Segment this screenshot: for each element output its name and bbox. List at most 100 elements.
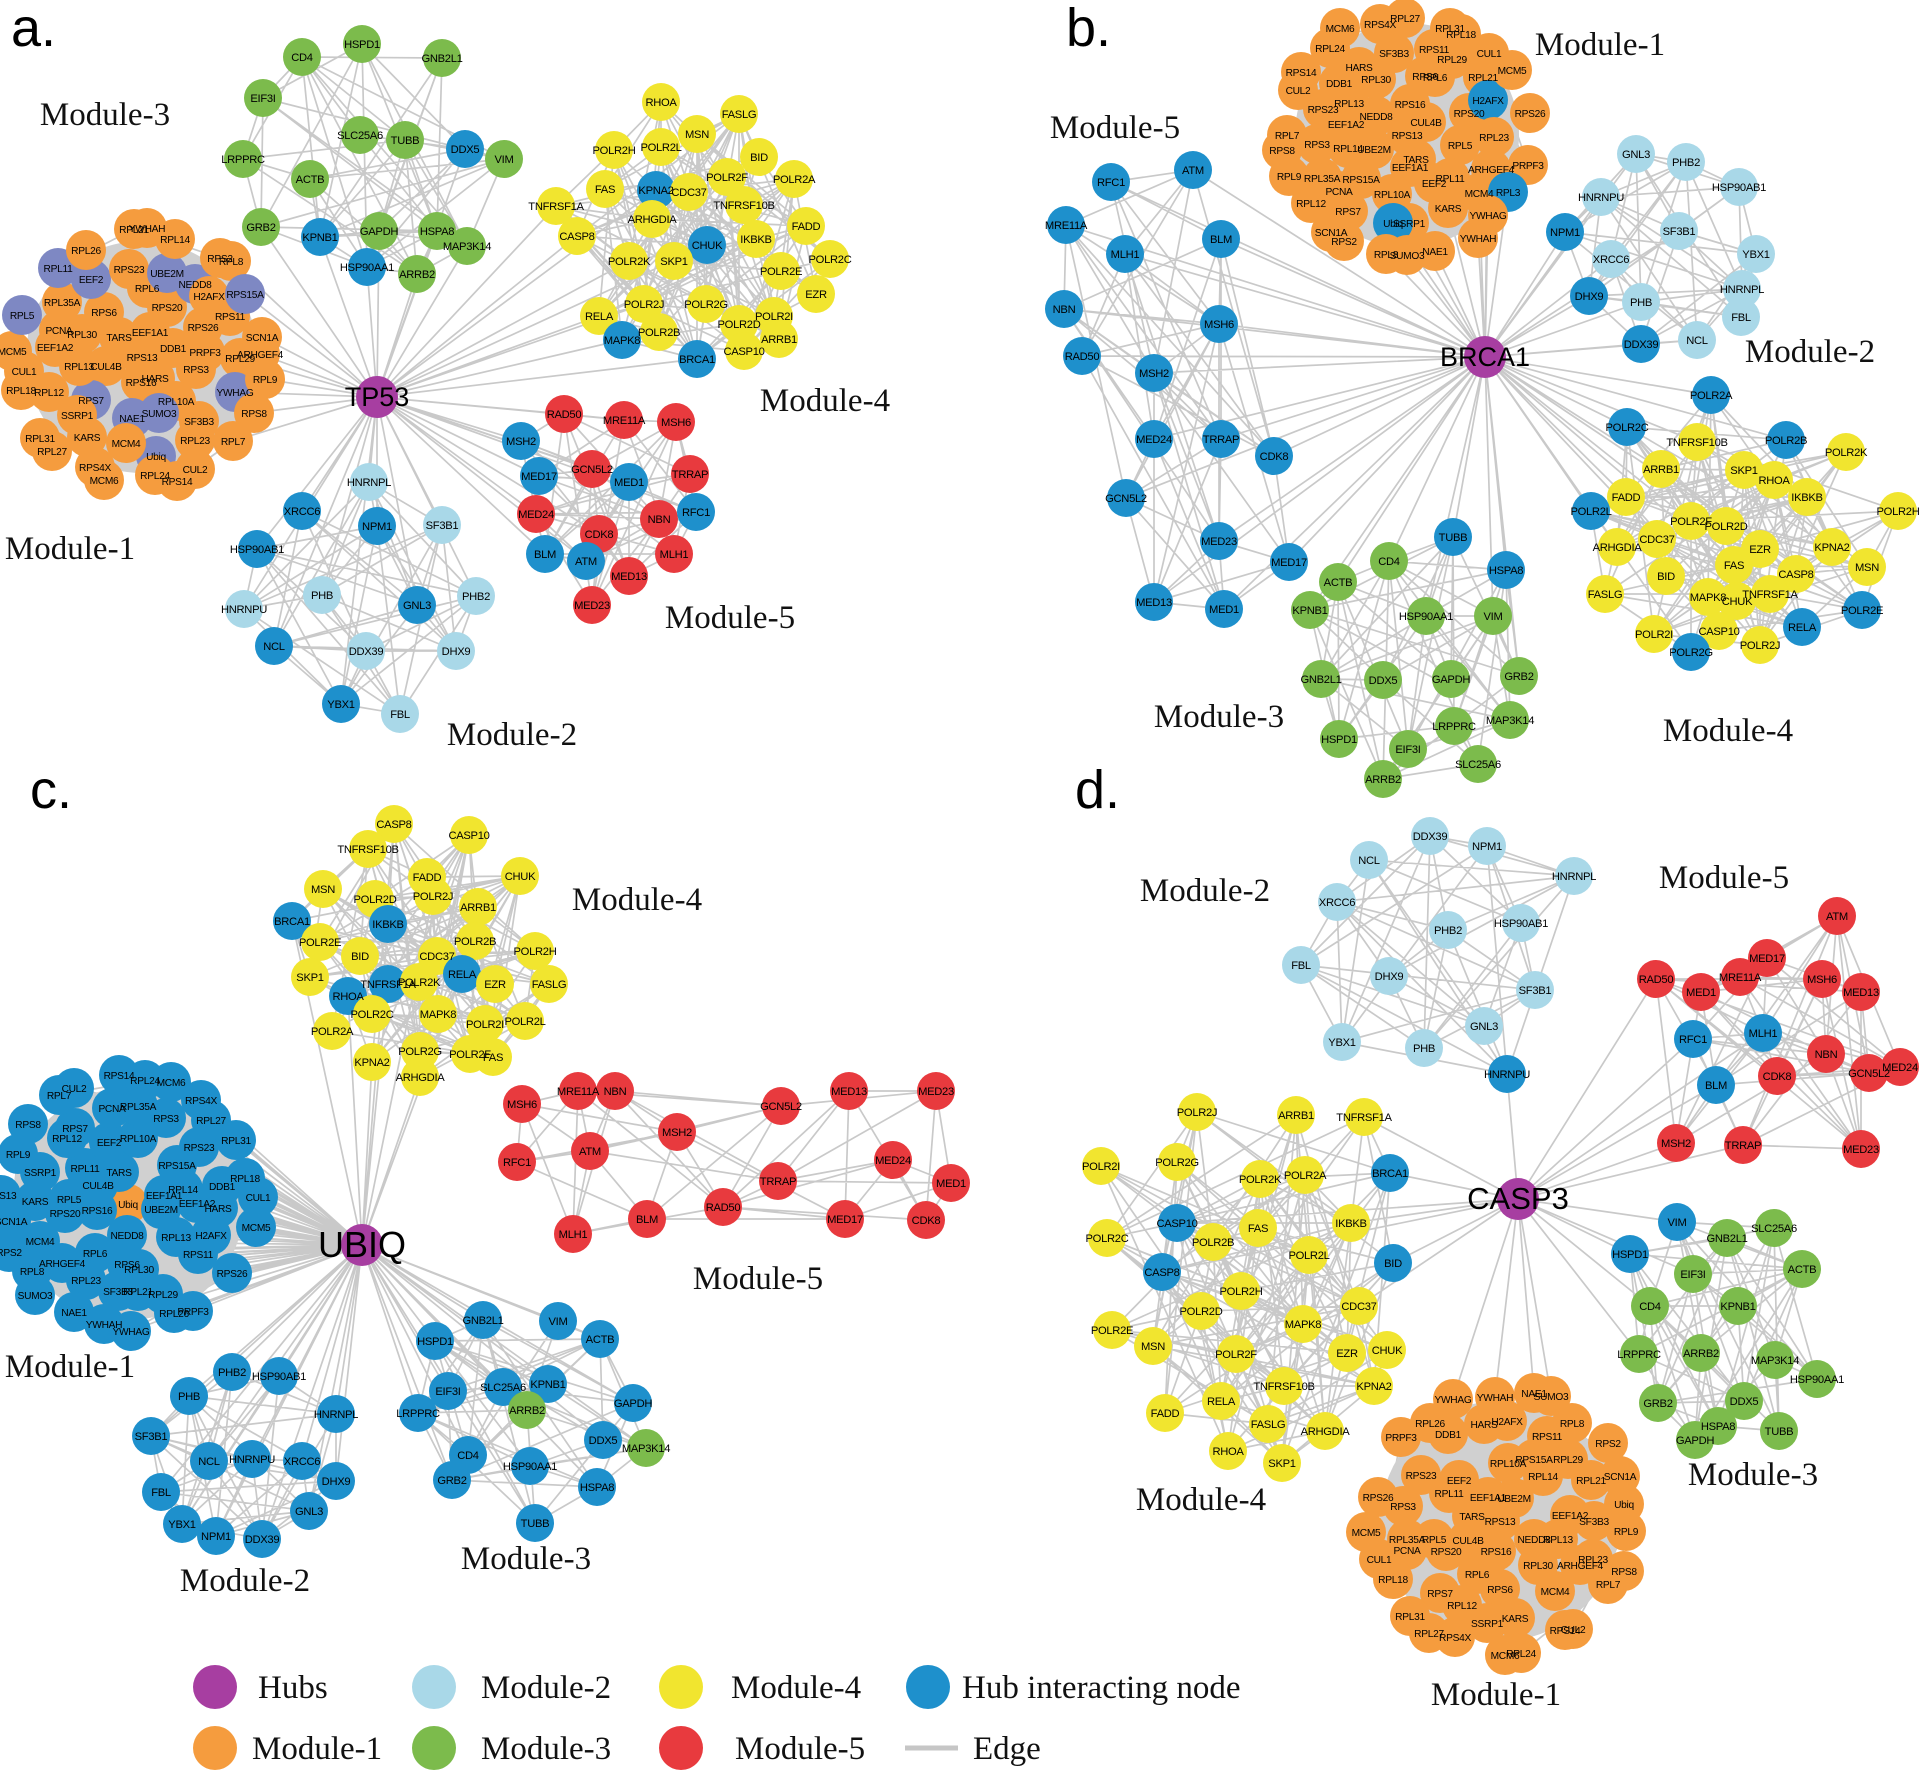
svg-text:FAS: FAS <box>483 1052 503 1064</box>
svg-text:HSPA8: HSPA8 <box>1489 565 1523 577</box>
svg-text:POLR2J: POLR2J <box>413 891 453 903</box>
svg-text:Module-3: Module-3 <box>1154 699 1284 735</box>
svg-text:ARRB1: ARRB1 <box>460 902 496 914</box>
svg-text:RPL5: RPL5 <box>1422 1535 1447 1546</box>
svg-text:NPM1: NPM1 <box>1472 841 1502 853</box>
svg-text:POLR2B: POLR2B <box>1192 1237 1234 1249</box>
svg-text:GCN5L2: GCN5L2 <box>760 1101 802 1113</box>
svg-text:RPL18: RPL18 <box>1378 1575 1408 1586</box>
svg-text:MSH6: MSH6 <box>1204 319 1234 331</box>
svg-text:HNRNPU: HNRNPU <box>1484 1069 1530 1081</box>
svg-text:POLR2L: POLR2L <box>1570 506 1611 518</box>
svg-text:FBL: FBL <box>1731 312 1751 324</box>
svg-text:ATM: ATM <box>579 1146 601 1158</box>
svg-text:YWHAG: YWHAG <box>217 388 254 399</box>
svg-text:ACTB: ACTB <box>1324 577 1353 589</box>
svg-text:RPS14: RPS14 <box>162 477 193 488</box>
svg-text:RPS8: RPS8 <box>241 409 267 420</box>
svg-text:RPS2: RPS2 <box>0 1248 22 1259</box>
svg-text:HSP90AB1: HSP90AB1 <box>1494 918 1548 930</box>
svg-text:HNRNPU: HNRNPU <box>221 604 267 616</box>
svg-text:TUBB: TUBB <box>1439 532 1468 544</box>
svg-text:RPS8: RPS8 <box>1269 146 1295 157</box>
svg-text:GNL3: GNL3 <box>1622 149 1650 161</box>
svg-text:RPL9: RPL9 <box>1277 172 1302 183</box>
svg-text:KPNB1: KPNB1 <box>1292 605 1327 617</box>
svg-text:RPL35A: RPL35A <box>120 1102 157 1113</box>
svg-text:TNFRSF10B: TNFRSF10B <box>1666 437 1727 449</box>
svg-text:MRE11A: MRE11A <box>557 1086 600 1098</box>
svg-text:POLR2F: POLR2F <box>706 172 748 184</box>
svg-text:POLR2L: POLR2L <box>640 142 681 154</box>
svg-text:RPL30: RPL30 <box>1523 1561 1553 1572</box>
svg-text:BRCA1: BRCA1 <box>1440 342 1530 372</box>
svg-text:RPL14: RPL14 <box>160 235 190 246</box>
svg-text:RPS23: RPS23 <box>1308 105 1339 116</box>
svg-text:TARS: TARS <box>1403 155 1429 166</box>
svg-text:RPL12: RPL12 <box>1447 1601 1477 1612</box>
svg-text:CDK8: CDK8 <box>585 529 614 541</box>
svg-text:XRCC6: XRCC6 <box>1593 254 1629 266</box>
svg-text:ACTB: ACTB <box>586 1334 615 1346</box>
svg-text:PRPF3: PRPF3 <box>177 1307 209 1318</box>
svg-text:H2AFX: H2AFX <box>193 292 225 303</box>
svg-text:RPS2: RPS2 <box>207 254 233 265</box>
svg-text:MED17: MED17 <box>827 1214 863 1226</box>
svg-text:MCM5: MCM5 <box>0 347 27 358</box>
svg-text:RHOA: RHOA <box>645 97 677 109</box>
svg-text:RPL27: RPL27 <box>196 1116 226 1127</box>
svg-text:ARRB1: ARRB1 <box>1643 464 1679 476</box>
svg-text:RPS8: RPS8 <box>1611 1567 1637 1578</box>
svg-text:IKBKB: IKBKB <box>372 919 403 931</box>
svg-text:SF3B3: SF3B3 <box>184 417 214 428</box>
svg-text:NCL: NCL <box>1358 855 1380 867</box>
svg-text:MSH6: MSH6 <box>1807 974 1837 986</box>
svg-text:RPS26: RPS26 <box>188 323 219 334</box>
svg-text:MLH1: MLH1 <box>660 549 689 561</box>
svg-text:POLR2K: POLR2K <box>1825 447 1868 459</box>
svg-text:POLR2E: POLR2E <box>299 937 341 949</box>
svg-text:RPL27: RPL27 <box>37 447 67 458</box>
svg-text:RHOA: RHOA <box>1758 475 1790 487</box>
svg-text:RPL5: RPL5 <box>10 311 35 322</box>
svg-text:EEF2: EEF2 <box>97 1138 122 1149</box>
svg-text:FAS: FAS <box>595 184 615 196</box>
svg-text:MED13: MED13 <box>1843 987 1879 999</box>
svg-text:KPNB1: KPNB1 <box>1720 1301 1755 1313</box>
svg-text:Ubiq: Ubiq <box>146 452 166 463</box>
svg-text:PRPF3: PRPF3 <box>189 348 221 359</box>
svg-text:MED23: MED23 <box>574 600 610 612</box>
svg-text:KPNB1: KPNB1 <box>530 1379 565 1391</box>
svg-text:DDX39: DDX39 <box>245 1534 280 1546</box>
svg-text:TARS: TARS <box>1459 1512 1485 1523</box>
svg-text:RPS13: RPS13 <box>127 353 158 364</box>
svg-text:POLR2L: POLR2L <box>1288 1250 1329 1262</box>
svg-text:MED23: MED23 <box>1843 1144 1879 1156</box>
svg-text:HNRNPU: HNRNPU <box>229 1454 275 1466</box>
svg-text:HSP90AB1: HSP90AB1 <box>230 544 284 556</box>
svg-text:NPM1: NPM1 <box>1550 227 1580 239</box>
svg-text:UBE2M: UBE2M <box>1357 145 1391 156</box>
svg-text:SUMO3: SUMO3 <box>18 1291 53 1302</box>
svg-text:CASP10: CASP10 <box>1698 626 1739 638</box>
svg-text:TUBB: TUBB <box>521 1518 550 1530</box>
svg-text:POLR2D: POLR2D <box>1705 521 1748 533</box>
svg-text:Module-5: Module-5 <box>1659 860 1789 896</box>
svg-text:POLR2B: POLR2B <box>638 327 680 339</box>
svg-text:EIF3I: EIF3I <box>1395 744 1420 756</box>
svg-text:RPS3: RPS3 <box>1304 140 1330 151</box>
svg-text:MED24: MED24 <box>518 509 554 521</box>
svg-text:SSRP1: SSRP1 <box>1393 219 1426 230</box>
svg-text:NPM1: NPM1 <box>362 521 392 533</box>
svg-text:MAPK8: MAPK8 <box>1690 592 1727 604</box>
svg-text:HARS: HARS <box>141 374 169 385</box>
svg-text:DHX9: DHX9 <box>322 1476 351 1488</box>
svg-text:RPL5: RPL5 <box>57 1195 82 1206</box>
svg-text:RPS4X: RPS4X <box>79 463 111 474</box>
svg-text:RPL30: RPL30 <box>67 330 97 341</box>
svg-text:PCNA: PCNA <box>1325 187 1353 198</box>
svg-text:ARRB2: ARRB2 <box>1683 1348 1719 1360</box>
svg-text:EEF1A2: EEF1A2 <box>1328 120 1365 131</box>
svg-text:NEDD8: NEDD8 <box>110 1231 144 1242</box>
svg-text:RPL6: RPL6 <box>1423 73 1448 84</box>
